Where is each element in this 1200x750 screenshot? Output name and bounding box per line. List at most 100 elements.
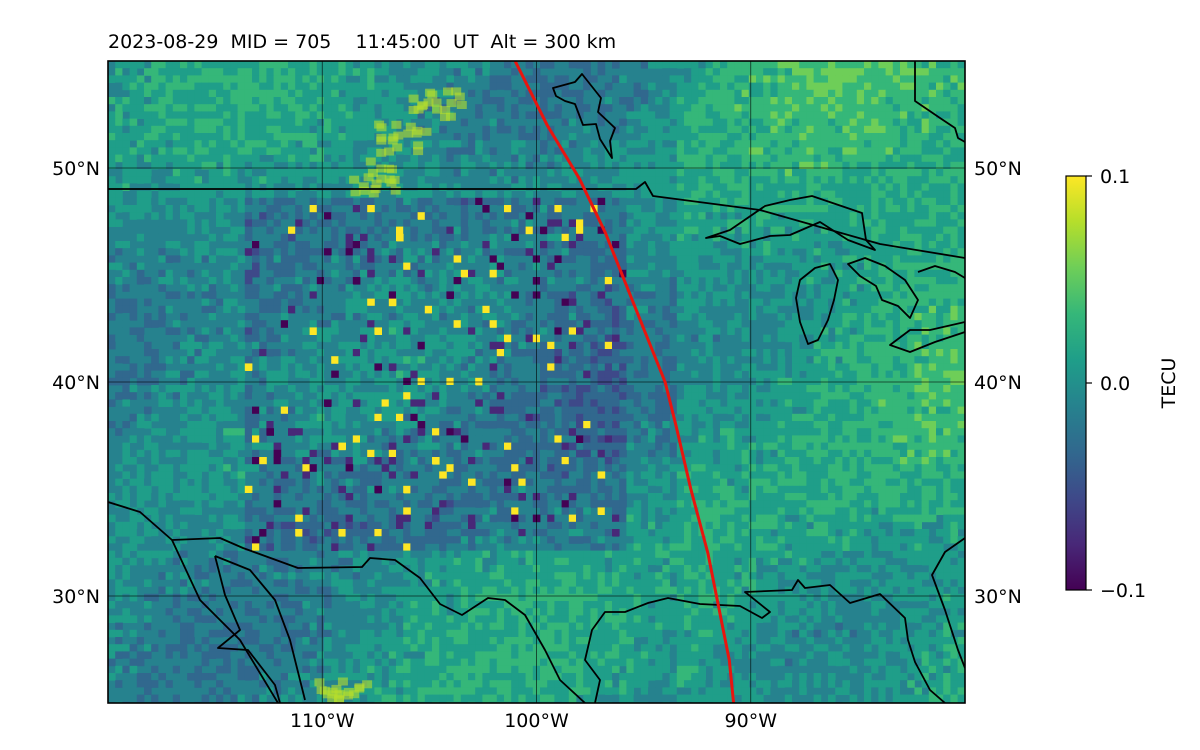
tec-cell [655, 97, 663, 105]
tec-cell [748, 313, 757, 321]
tec-cell [684, 421, 692, 429]
tec-cell [892, 104, 901, 112]
tec-cell [936, 277, 944, 285]
tec-cell [208, 190, 217, 199]
tec-cell [583, 334, 591, 343]
tec-cell [648, 133, 656, 141]
tec-cell [216, 327, 224, 335]
tec-cell [640, 277, 649, 285]
tec-cell [540, 205, 548, 213]
tec-cell [792, 154, 800, 163]
tec-cell [280, 356, 289, 364]
tec-cell [799, 190, 807, 199]
tec-cell [633, 125, 642, 134]
tec-cell [115, 277, 123, 285]
tec-cell [504, 68, 512, 76]
tec-cell [691, 205, 699, 213]
tec-cell [748, 392, 757, 400]
tec-cell [799, 197, 807, 206]
tec-cell [453, 298, 462, 307]
tec-cell [280, 277, 289, 285]
tec-cell [223, 176, 231, 184]
tec-cell [295, 406, 303, 415]
tec-cell [770, 104, 778, 112]
tec-cell [244, 320, 253, 328]
tec-cell [806, 197, 814, 206]
tec-cell [115, 111, 123, 119]
tec-cell [698, 140, 706, 148]
tec-cell [799, 205, 807, 213]
tec-cell [914, 428, 922, 436]
tec-cell [604, 392, 613, 400]
tec-cell [482, 147, 490, 155]
tec-cell [475, 147, 483, 155]
tec-cell [792, 413, 800, 422]
tec-cell [640, 320, 649, 328]
tec-cell [302, 169, 310, 177]
tec-cell [496, 197, 505, 206]
tec-cell [871, 291, 879, 299]
tec-cell [756, 68, 764, 76]
tec-cell [417, 118, 426, 127]
tec-cell [252, 169, 260, 177]
tec-cell [482, 190, 490, 199]
tec-cell [460, 406, 469, 415]
tec-cell [597, 305, 606, 314]
tec-cell [712, 169, 721, 177]
tec-cell [547, 61, 555, 69]
tec-cell [806, 161, 814, 170]
tec-cell [381, 356, 390, 364]
tec-cell [482, 104, 490, 112]
tec-cell [835, 154, 843, 163]
tec-cell [352, 248, 361, 256]
tec-cell [619, 233, 627, 242]
tec-cell [576, 428, 584, 436]
tec-cell [892, 61, 901, 69]
tec-cell [583, 226, 591, 235]
tec-cell [396, 205, 404, 213]
tec-cell [561, 406, 570, 415]
tec-cell [302, 82, 310, 91]
tec-cell [482, 327, 490, 335]
tec-cell [324, 255, 332, 263]
tec-cell [345, 356, 354, 364]
tec-cell [288, 428, 296, 436]
tec-cell [151, 161, 159, 170]
tec-cell [547, 262, 555, 271]
tec-cell [172, 97, 181, 105]
tec-cell [360, 305, 368, 314]
tec-cell [266, 298, 274, 307]
tec-cell [396, 370, 404, 379]
tec-cell [331, 169, 339, 177]
tec-cell [172, 154, 181, 163]
tec-cell [144, 349, 152, 357]
tec-cell [144, 399, 152, 407]
tec-cell [496, 233, 505, 242]
tec-cell [756, 341, 764, 350]
tec-cell [108, 341, 116, 350]
tec-cell [640, 183, 649, 191]
tec-cell [144, 277, 152, 285]
tec-cell [763, 183, 771, 191]
tec-cell [540, 399, 548, 407]
tec-cell [612, 197, 620, 206]
tec-cell [129, 97, 138, 105]
tec-cell [950, 341, 958, 350]
tec-cell [172, 82, 181, 91]
tec-cell [799, 413, 807, 422]
tec-cell [691, 104, 699, 112]
tec-cell [799, 334, 807, 343]
tec-cell [914, 406, 922, 415]
tec-cell [684, 125, 692, 134]
tec-cell [180, 190, 188, 199]
tec-cell [648, 97, 656, 105]
tec-cell [669, 248, 678, 256]
tec-cell [720, 262, 728, 271]
tec-cell [259, 133, 267, 141]
tec-cell [122, 392, 130, 400]
tec-cell [676, 421, 685, 429]
tec-cell [194, 313, 202, 321]
tec-cell [921, 233, 930, 242]
tec-cell [568, 399, 577, 407]
tec-cell [525, 370, 534, 379]
